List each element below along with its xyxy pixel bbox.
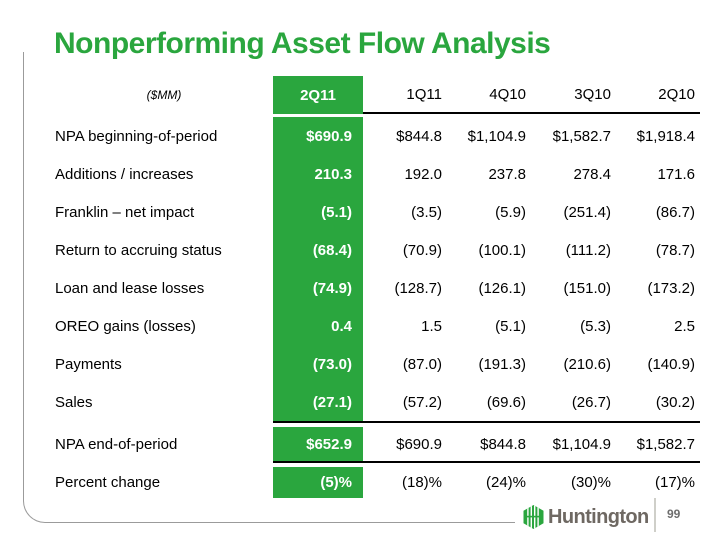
value-cell: (69.6) xyxy=(486,393,526,411)
value-cell: (100.1) xyxy=(478,241,526,259)
value-cell: $652.9 xyxy=(273,427,363,461)
value-cell: (27.1) xyxy=(273,383,363,421)
table-header-row: ($MM) 2Q11 1Q11 4Q10 3Q10 2Q10 xyxy=(55,76,700,114)
value-cell: (30.2) xyxy=(655,393,695,411)
value-cell: (5.1) xyxy=(495,317,526,335)
value-cell: (5.9) xyxy=(495,203,526,221)
value-cell: (111.2) xyxy=(565,241,611,259)
slide-frame-border xyxy=(23,52,515,523)
table-row: NPA beginning-of-period $690.9 $844.8 $1… xyxy=(55,117,700,155)
value-cell: 237.8 xyxy=(488,165,526,183)
value-cell: 171.6 xyxy=(657,165,695,183)
row-label: Loan and lease losses xyxy=(55,279,205,297)
value-cell: (68.4) xyxy=(273,231,363,269)
column-header-1q11: 1Q11 xyxy=(363,76,447,114)
table-separator xyxy=(55,461,700,467)
page-title: Nonperforming Asset Flow Analysis xyxy=(54,27,551,60)
table-separator xyxy=(55,421,700,427)
value-cell: $1,104.9 xyxy=(467,127,526,145)
value-cell: 1.5 xyxy=(421,317,442,335)
npa-flow-table: ($MM) 2Q11 1Q11 4Q10 3Q10 2Q10 NPA begin… xyxy=(55,76,700,498)
table-row: Percent change (5)% (18)% (24)% (30)% (1… xyxy=(55,467,700,498)
value-cell: (17)% xyxy=(654,474,695,491)
column-header-3q10: 3Q10 xyxy=(531,76,616,114)
value-cell: (26.7) xyxy=(571,393,611,411)
value-cell: (78.7) xyxy=(655,241,695,259)
value-cell: $690.9 xyxy=(396,435,442,453)
page-number: 99 xyxy=(667,507,681,521)
value-cell: (87.0) xyxy=(402,355,442,373)
value-cell: (140.9) xyxy=(647,355,695,373)
value-cell: (5)% xyxy=(273,467,363,498)
table-row: NPA end-of-period $652.9 $690.9 $844.8 $… xyxy=(55,427,700,461)
column-header-4q10: 4Q10 xyxy=(447,76,531,114)
column-header-2q11: 2Q11 xyxy=(273,76,363,114)
table-row: Payments (73.0) (87.0) (191.3) (210.6) (… xyxy=(55,345,700,383)
table-row: Franklin – net impact (5.1) (3.5) (5.9) … xyxy=(55,193,700,231)
logo-wordmark: Huntington xyxy=(548,505,649,528)
row-label: Sales xyxy=(55,393,93,411)
value-cell: $1,104.9 xyxy=(552,435,611,453)
value-cell: (24)% xyxy=(485,474,526,491)
value-cell: (3.5) xyxy=(411,203,442,221)
value-cell: (86.7) xyxy=(655,203,695,221)
separator-line xyxy=(273,461,700,467)
row-label: NPA beginning-of-period xyxy=(55,127,218,145)
value-cell: $844.8 xyxy=(480,435,526,453)
value-cell: $690.9 xyxy=(273,117,363,155)
value-cell: 210.3 xyxy=(273,155,363,193)
table-row: Loan and lease losses (74.9) (128.7) (12… xyxy=(55,269,700,307)
table-row: OREO gains (losses) 0.4 1.5 (5.1) (5.3) … xyxy=(55,307,700,345)
value-cell: $1,582.7 xyxy=(636,435,695,453)
row-label: NPA end-of-period xyxy=(55,435,178,453)
value-cell: 0.4 xyxy=(273,307,363,345)
value-cell: (173.2) xyxy=(647,279,695,297)
footer-divider xyxy=(654,498,656,532)
table-row: Sales (27.1) (57.2) (69.6) (26.7) (30.2) xyxy=(55,383,700,421)
value-cell: $1,918.4 xyxy=(636,127,695,145)
table-row: Return to accruing status (68.4) (70.9) … xyxy=(55,231,700,269)
row-label: Return to accruing status xyxy=(55,241,222,259)
separator-line xyxy=(273,421,700,427)
value-cell: (57.2) xyxy=(402,393,442,411)
value-cell: (251.4) xyxy=(563,203,611,221)
huntington-logo-icon xyxy=(523,505,544,529)
row-label: Additions / increases xyxy=(55,165,194,183)
row-label: Percent change xyxy=(55,474,161,491)
value-cell: 2.5 xyxy=(674,317,695,335)
value-cell: (5.1) xyxy=(273,193,363,231)
value-cell: $844.8 xyxy=(396,127,442,145)
value-cell: (73.0) xyxy=(273,345,363,383)
value-cell: (70.9) xyxy=(402,241,442,259)
value-cell: (151.0) xyxy=(563,279,611,297)
value-cell: (30)% xyxy=(570,474,611,491)
huntington-logo: Huntington xyxy=(523,505,649,529)
row-label: Franklin – net impact xyxy=(55,203,195,221)
value-cell: (210.6) xyxy=(563,355,611,373)
value-cell: 278.4 xyxy=(573,165,611,183)
value-cell: (74.9) xyxy=(273,269,363,307)
value-cell: (126.1) xyxy=(478,279,526,297)
value-cell: (191.3) xyxy=(478,355,526,373)
value-cell: (5.3) xyxy=(580,317,611,335)
value-cell: $1,582.7 xyxy=(552,127,611,145)
column-header-2q10: 2Q10 xyxy=(616,76,700,114)
value-cell: (18)% xyxy=(401,474,442,491)
table-row: Additions / increases 210.3 192.0 237.8 … xyxy=(55,155,700,193)
value-cell: (128.7) xyxy=(394,279,442,297)
row-label: Payments xyxy=(55,355,122,373)
row-label: OREO gains (losses) xyxy=(55,317,196,335)
unit-label: ($MM) xyxy=(146,88,182,102)
value-cell: 192.0 xyxy=(404,165,442,183)
